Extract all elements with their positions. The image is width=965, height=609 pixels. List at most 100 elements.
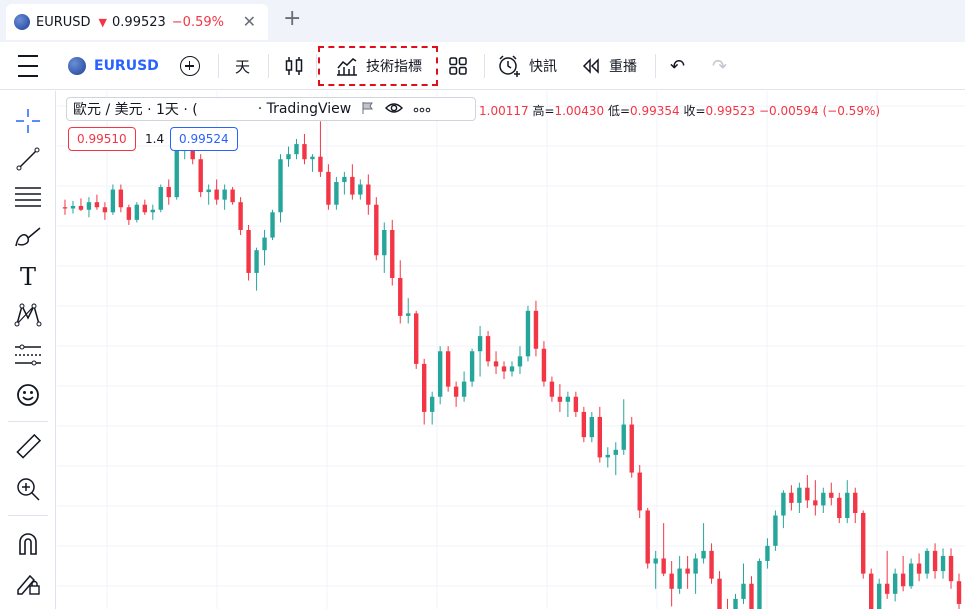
indicators-label: 技術指標 <box>366 59 422 75</box>
new-tab-icon[interactable]: + <box>283 6 302 31</box>
candle <box>134 202 140 223</box>
candle-body <box>789 492 794 503</box>
alert-button[interactable]: 快訊 <box>497 42 557 90</box>
lock-pencil-icon[interactable] <box>12 567 44 599</box>
candle <box>549 376 555 402</box>
add-symbol-button[interactable] <box>180 42 200 90</box>
candle-body <box>525 310 531 357</box>
layout-button[interactable] <box>448 42 468 90</box>
candle-body <box>509 366 515 372</box>
candle-body <box>166 187 171 198</box>
legend-source: · TradingView <box>257 101 352 117</box>
candle-body <box>334 181 339 205</box>
pattern-icon[interactable] <box>12 299 44 331</box>
candle-body <box>310 156 315 160</box>
candle-body <box>477 336 483 352</box>
candle-body <box>685 568 690 574</box>
candle <box>813 480 818 516</box>
emoji-icon[interactable] <box>12 379 44 411</box>
candle <box>477 325 483 377</box>
candle <box>741 563 746 604</box>
text-icon[interactable]: T <box>19 263 36 291</box>
candle <box>70 200 76 214</box>
candle <box>286 146 291 167</box>
candle-body <box>262 237 267 251</box>
candle <box>429 391 435 425</box>
candle-body <box>110 189 116 213</box>
buy-price-button[interactable]: 0.99524 <box>170 127 238 151</box>
low-label: 低= <box>607 104 631 118</box>
open-value: 1.00117 <box>479 104 529 118</box>
candlestick-chart[interactable] <box>57 91 965 609</box>
candle <box>717 571 722 609</box>
add-symbol-icon <box>180 56 200 76</box>
undo-icon[interactable]: ↶ <box>670 55 686 77</box>
candle <box>685 555 690 589</box>
chart-legend[interactable]: 歐元 / 美元 · 1天 · ( · TradingView <box>66 97 476 121</box>
sell-price-button[interactable]: 0.99510 <box>68 127 136 151</box>
candle-body <box>701 550 706 559</box>
chart-pane[interactable] <box>57 91 965 609</box>
flag-marker-icon[interactable] <box>361 101 375 118</box>
brush-icon[interactable] <box>12 221 44 253</box>
redo-icon[interactable]: ↷ <box>712 55 728 77</box>
candle-body <box>908 563 914 587</box>
candle-body <box>366 184 371 205</box>
chart-tab[interactable]: EURUSD ▼ 0.99523 −0.59% ✕ <box>6 4 268 40</box>
replay-icon <box>582 58 599 74</box>
candle-body <box>429 396 435 412</box>
candle <box>916 553 922 582</box>
header-toolbar: EURUSD 天 技術指標 <box>0 42 965 90</box>
candle-body <box>86 202 92 210</box>
eye-icon[interactable] <box>385 101 404 118</box>
candle <box>892 568 898 602</box>
candle <box>525 305 531 362</box>
more-options-icon[interactable] <box>413 102 431 116</box>
candle-body <box>773 515 778 546</box>
candle <box>270 209 275 241</box>
trend-line-icon[interactable] <box>12 143 44 175</box>
candle <box>861 510 866 579</box>
candle <box>789 485 794 511</box>
menu-icon[interactable] <box>18 42 38 90</box>
candle <box>310 154 315 172</box>
ruler-icon[interactable] <box>12 431 44 463</box>
candle-body <box>406 313 411 316</box>
candle <box>102 202 108 220</box>
candle <box>693 553 698 594</box>
candle <box>605 447 610 468</box>
candle-body <box>573 396 579 412</box>
candle <box>765 538 770 569</box>
candle-body <box>517 356 523 367</box>
candle-body <box>390 229 395 278</box>
candles-icon <box>285 57 303 75</box>
candle-body <box>541 348 547 382</box>
candle <box>445 346 451 392</box>
candle <box>406 298 411 324</box>
candle-body <box>717 578 722 609</box>
candle-body <box>302 144 307 160</box>
candle <box>589 411 595 443</box>
crosshair-icon[interactable] <box>12 105 44 137</box>
candle <box>629 416 634 478</box>
indicators-button[interactable]: 技術指標 <box>318 46 438 86</box>
candle <box>727 598 729 609</box>
chart-type-button[interactable] <box>284 42 304 90</box>
candle-body <box>437 351 443 397</box>
candle <box>358 179 363 200</box>
candle-body <box>142 204 148 213</box>
candle-body <box>733 598 738 609</box>
candle-body <box>924 550 930 574</box>
candle-body <box>669 573 674 589</box>
tab-price: 0.99523 <box>112 14 166 30</box>
candle-body <box>861 512 866 574</box>
magnet-icon[interactable] <box>12 527 44 559</box>
candle <box>645 507 650 569</box>
symbol-search-button[interactable]: EURUSD <box>68 42 159 90</box>
zoom-in-icon[interactable] <box>12 473 44 505</box>
fib-retracement-icon[interactable] <box>12 181 44 213</box>
close-tab-icon[interactable]: ✕ <box>242 12 256 31</box>
interval-button[interactable]: 天 <box>235 57 251 76</box>
replay-button[interactable]: 重播 <box>581 42 637 90</box>
forecast-icon[interactable] <box>12 339 44 371</box>
